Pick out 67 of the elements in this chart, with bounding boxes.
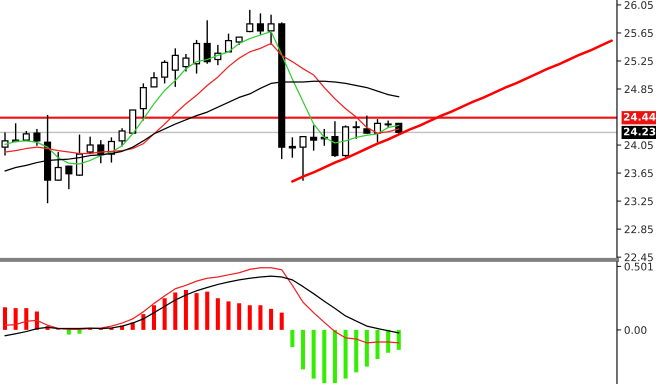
- y-tick-label: 23.65: [624, 169, 653, 178]
- bar: [312, 330, 316, 379]
- candlestick: [310, 124, 318, 152]
- y-tick-label: 25.25: [624, 57, 653, 66]
- bar: [258, 305, 262, 330]
- bar: [354, 330, 358, 372]
- bar: [216, 298, 220, 330]
- candlestick: [150, 71, 158, 88]
- line-series: [4, 275, 400, 336]
- y-tick-label: 0.501: [624, 262, 653, 271]
- candlestick: [1, 132, 9, 156]
- y-tick-label: 22.85: [624, 225, 653, 234]
- y-tick-label: 24.85: [624, 85, 653, 94]
- bar: [66, 330, 71, 335]
- bar: [184, 290, 188, 330]
- bar: [205, 292, 210, 330]
- bar: [300, 330, 306, 370]
- candlestick: [268, 14, 275, 46]
- bar: [248, 305, 252, 330]
- bar: [269, 308, 274, 330]
- candlestick: [161, 60, 168, 84]
- candlestick: [182, 53, 190, 72]
- bar: [332, 330, 337, 384]
- candlestick: [288, 136, 296, 158]
- y-tick-label: 23.25: [624, 197, 653, 206]
- bar: [77, 330, 82, 334]
- y-tick-label: 26.05: [624, 1, 653, 10]
- bar: [280, 312, 284, 330]
- bar: [226, 301, 231, 330]
- candlestick: [129, 109, 136, 134]
- candlestick: [299, 136, 307, 182]
- ref-line-label: 24.44: [624, 112, 656, 121]
- bar: [173, 292, 178, 330]
- bar: [344, 330, 348, 379]
- y-tick-label: 0.00: [624, 326, 646, 334]
- candlestick: [33, 128, 40, 146]
- bar: [396, 330, 401, 350]
- bar: [2, 307, 8, 330]
- ref-line-label: 24.23: [624, 128, 656, 136]
- candlestick: [256, 12, 264, 36]
- candlestick: [172, 48, 179, 88]
- bar: [14, 308, 18, 330]
- candlestick: [246, 9, 254, 33]
- bar: [152, 305, 156, 330]
- candlestick: [140, 82, 147, 122]
- y-tick-label: 22.45: [624, 253, 653, 262]
- bar: [322, 330, 326, 384]
- bar: [290, 330, 294, 348]
- candlestick: [204, 20, 211, 64]
- y-tick-label: 24.05: [624, 141, 653, 150]
- candlestick: [331, 120, 338, 158]
- candlestick: [352, 120, 360, 140]
- candlestick: [65, 165, 72, 190]
- bar: [24, 308, 28, 330]
- line-series: [291, 39, 613, 183]
- bar: [237, 303, 242, 330]
- bar: [162, 298, 167, 330]
- candlestick: [193, 39, 200, 74]
- candlestick: [118, 128, 126, 148]
- bar: [375, 330, 380, 360]
- bar: [141, 314, 146, 330]
- y-tick-label: 25.65: [624, 29, 653, 38]
- candlestick: [86, 136, 94, 155]
- line-series: [4, 267, 400, 344]
- candlestick: [363, 114, 370, 135]
- bar: [364, 330, 369, 367]
- bar: [194, 293, 199, 330]
